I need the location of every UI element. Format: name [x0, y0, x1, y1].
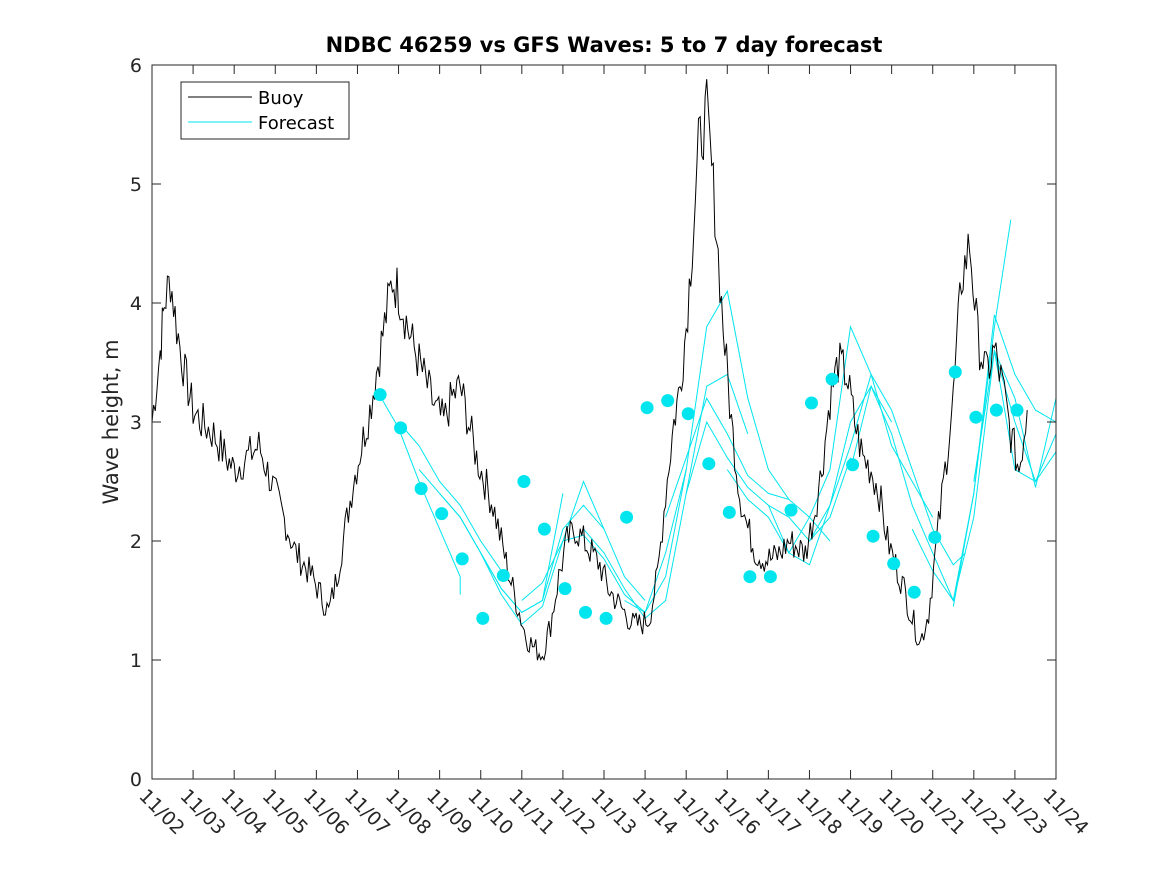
- forecast-marker: [455, 552, 469, 566]
- forecast-marker: [1010, 403, 1024, 417]
- y-tick-label: 3: [130, 412, 142, 434]
- forecast-marker: [722, 505, 736, 519]
- legend-buoy-label: Buoy: [258, 88, 304, 109]
- forecast-run-line: [624, 289, 790, 614]
- x-tick-label: 11/17: [751, 785, 805, 839]
- forecast-marker: [640, 401, 654, 415]
- forecast-marker: [989, 403, 1003, 417]
- forecast-marker: [599, 611, 613, 625]
- x-tick-label: 11/21: [915, 785, 969, 839]
- forecast-marker: [702, 457, 716, 471]
- forecast-marker: [435, 507, 449, 521]
- forecast-run-line: [583, 373, 749, 620]
- plot-area: [152, 65, 1056, 779]
- forecast-marker: [394, 421, 408, 435]
- x-tick-label: 11/07: [340, 785, 394, 839]
- y-tick-label: 0: [130, 769, 142, 791]
- forecast-marker: [887, 557, 901, 571]
- forecast-run-line: [665, 396, 831, 542]
- x-tick-label: 11/19: [833, 785, 887, 839]
- x-tick-label: 11/09: [422, 785, 476, 839]
- x-tick-label: 11/05: [258, 785, 312, 839]
- forecast-run-line: [480, 504, 646, 614]
- x-tick-label: 11/23: [997, 785, 1051, 839]
- x-tick-label: 11/03: [176, 785, 230, 839]
- x-tick-label: 11/06: [299, 785, 353, 839]
- forecast-marker: [866, 529, 880, 543]
- forecast-run-line: [521, 469, 687, 614]
- forecast-markers: [373, 365, 1024, 625]
- forecast-run-line: [439, 480, 605, 626]
- forecast-run-line: [850, 219, 1012, 603]
- buoy-series-line: [151, 79, 1028, 662]
- forecast-marker: [558, 582, 572, 596]
- forecast-marker: [537, 522, 551, 536]
- x-tick-label: 11/24: [1038, 785, 1092, 839]
- x-tick-label: 11/18: [792, 785, 846, 839]
- legend-forecast-label: Forecast: [258, 113, 334, 134]
- y-tick-label: 4: [130, 293, 142, 315]
- forecast-marker: [948, 365, 962, 379]
- forecast-run-line: [767, 324, 934, 555]
- forecast-marker: [517, 475, 531, 488]
- forecast-lines: [377, 219, 1057, 626]
- x-tick-label: 11/14: [628, 785, 682, 839]
- forecast-run-line: [973, 348, 1057, 488]
- forecast-marker: [846, 458, 860, 472]
- forecast-marker: [579, 605, 592, 619]
- forecast-marker: [620, 510, 634, 524]
- forecast-marker: [805, 396, 818, 410]
- forecast-run-line: [952, 314, 1057, 607]
- y-tick-label: 5: [130, 174, 142, 196]
- x-tick-label: 11/15: [669, 785, 723, 839]
- forecast-run-line: [809, 373, 966, 566]
- forecast-run-line: [377, 392, 461, 595]
- forecast-marker: [681, 407, 695, 421]
- forecast-marker: [907, 585, 921, 599]
- forecast-marker: [928, 530, 942, 544]
- forecast-marker: [825, 372, 839, 386]
- legend: Buoy Forecast: [180, 81, 350, 140]
- x-tick-label: 11/04: [217, 785, 271, 839]
- buoy-line: [151, 79, 1028, 662]
- y-tick-label: 2: [130, 531, 142, 553]
- forecast-marker: [496, 569, 510, 582]
- x-tick-label: 11/20: [874, 785, 928, 839]
- forecast-marker: [661, 394, 675, 408]
- x-tick-label: 11/12: [545, 785, 599, 839]
- forecast-marker: [476, 611, 490, 625]
- x-tick-label: 11/11: [504, 785, 558, 839]
- y-axis: 0 1 2 3 4 5 6: [130, 55, 1056, 791]
- x-tick-label: 11/08: [381, 785, 435, 839]
- forecast-marker: [969, 410, 983, 424]
- y-tick-label: 6: [130, 55, 142, 77]
- chart-title: NDBC 46259 vs GFS Waves: 5 to 7 day fore…: [326, 33, 883, 57]
- forecast-marker: [743, 570, 757, 584]
- forecast-marker: [763, 570, 777, 584]
- forecast-marker: [414, 482, 428, 496]
- x-tick-label: 11/10: [463, 785, 517, 839]
- x-tick-label: 11/13: [586, 785, 640, 839]
- x-tick-label: 11/16: [710, 785, 764, 839]
- x-tick-label: 11/22: [956, 785, 1010, 839]
- x-tick-label: 11/02: [134, 785, 188, 839]
- forecast-run-line: [993, 350, 1057, 483]
- forecast-marker: [373, 388, 387, 402]
- y-axis-label: Wave height, m: [99, 339, 123, 504]
- legend-box: [180, 81, 350, 140]
- forecast-marker: [784, 503, 798, 517]
- y-tick-label: 1: [130, 650, 142, 672]
- forecast-run-line: [398, 421, 502, 572]
